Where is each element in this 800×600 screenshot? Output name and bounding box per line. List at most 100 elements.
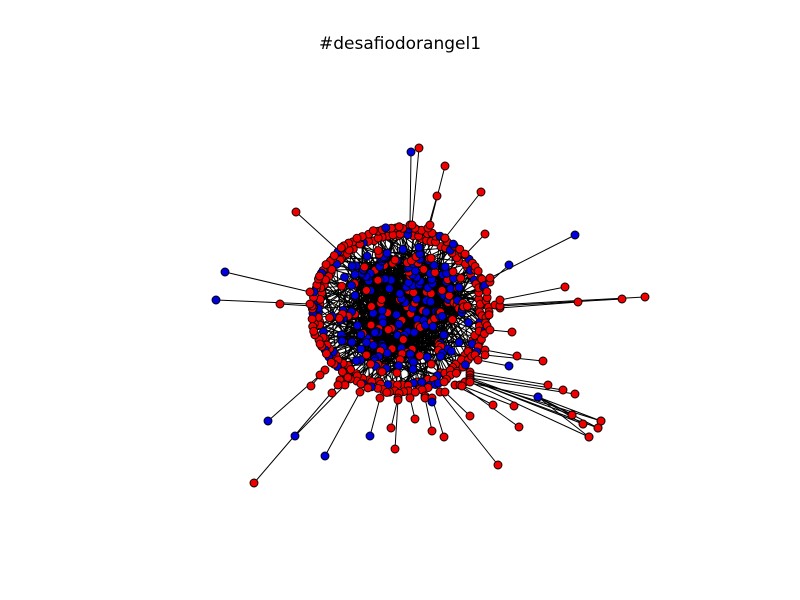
graph-node-red [447, 315, 457, 325]
graph-node-red [383, 325, 393, 335]
graph-node-red [617, 294, 627, 304]
graph-node-blue [356, 330, 366, 340]
graph-node-blue [337, 336, 347, 346]
graph-node-red [394, 222, 404, 232]
graph-node-blue [422, 352, 432, 362]
graph-node-blue [454, 337, 464, 347]
graph-node-blue [464, 318, 473, 327]
graph-node-red [315, 370, 325, 380]
graph-node-blue [347, 281, 356, 290]
graph-node-red [307, 314, 317, 324]
graph-node-red [306, 381, 316, 391]
graph-edge [324, 273, 356, 286]
graph-node-red [440, 387, 450, 397]
graph-node-blue [382, 248, 392, 258]
graph-edge [499, 286, 566, 301]
graph-node-red [375, 393, 385, 403]
graph-node-red [334, 313, 344, 323]
graph-edge [323, 284, 333, 317]
graph-node-red [329, 251, 339, 260]
graph-edge [351, 270, 365, 343]
graph-edge [324, 391, 361, 457]
graph-node-red [460, 249, 470, 259]
graph-node-red [373, 275, 383, 285]
node-layer [211, 143, 650, 488]
graph-node-red [321, 349, 331, 359]
graph-node-red [415, 351, 425, 361]
graph-node-red [249, 478, 259, 488]
graph-node-blue [347, 261, 357, 271]
graph-node-red [390, 444, 400, 454]
graph-edge [469, 381, 590, 438]
graph-node-blue [440, 262, 450, 272]
graph-node-red [432, 191, 442, 201]
graph-node-red [366, 302, 376, 311]
graph-node-red [440, 233, 450, 243]
graph-node-blue [454, 283, 464, 292]
graph-edge [386, 253, 415, 363]
graph-node-blue [365, 431, 375, 441]
graph-node-red [382, 388, 392, 397]
graph-edge [215, 299, 311, 305]
graph-node-blue [426, 297, 436, 307]
graph-node-blue [391, 310, 401, 320]
graph-node-red [337, 367, 347, 377]
graph-node-red [352, 233, 362, 243]
graph-node-blue [351, 356, 361, 366]
graph-edge [489, 234, 576, 279]
graph-node-red [462, 301, 472, 311]
graph-node-red [570, 389, 580, 399]
graph-edge [377, 306, 464, 365]
graph-edge [294, 384, 346, 437]
graph-node-red [488, 400, 498, 410]
graph-edge [537, 396, 573, 416]
graph-node-blue [437, 311, 447, 321]
graph-node-red [495, 295, 505, 305]
graph-node-blue [320, 451, 330, 461]
graph-node-red [543, 380, 553, 390]
graph-node-blue [394, 361, 404, 371]
graph-node-red [476, 187, 486, 197]
graph-node-red [425, 220, 435, 230]
graph-node-red [451, 368, 461, 378]
graph-edge [357, 300, 400, 326]
graph-node-red [355, 387, 365, 397]
graph-node-red [448, 267, 458, 277]
graph-node-red [473, 355, 483, 365]
graph-node-red [407, 220, 417, 230]
graph-node-red [326, 358, 336, 367]
chart-title: #desafiodorangel1 [318, 34, 482, 54]
graph-node-red [410, 387, 420, 397]
graph-node-blue [398, 244, 408, 254]
graph-node-blue [446, 346, 456, 356]
graph-node-red [640, 292, 650, 302]
graph-node-red [509, 401, 519, 411]
graph-node-red [392, 368, 402, 378]
graph-node-red [373, 246, 383, 256]
graph-node-red [393, 395, 403, 405]
graph-edge [537, 396, 590, 438]
graph-edge [409, 151, 412, 226]
graph-node-red [343, 373, 353, 382]
graph-edge [450, 319, 453, 352]
graph-edge [424, 397, 433, 432]
graph-node-blue [406, 147, 416, 157]
graph-node-red [337, 281, 347, 291]
graph-node-blue [356, 344, 366, 354]
graph-edge [477, 359, 510, 367]
graph-node-red [305, 287, 315, 297]
graph-edge [469, 377, 576, 395]
graph-node-red [480, 229, 490, 239]
graph-node-red [321, 260, 331, 269]
graph-node-red [440, 161, 450, 171]
graph-node-blue [362, 251, 372, 261]
graph-node-red [482, 287, 492, 297]
graph-node-red [593, 423, 603, 433]
graph-node-red [398, 335, 408, 345]
graph-node-red [584, 432, 594, 442]
graph-edge [224, 271, 311, 293]
graph-node-red [305, 299, 315, 309]
graph-node-blue [504, 361, 514, 371]
graph-node-red [514, 422, 524, 432]
graph-node-red [377, 295, 387, 304]
